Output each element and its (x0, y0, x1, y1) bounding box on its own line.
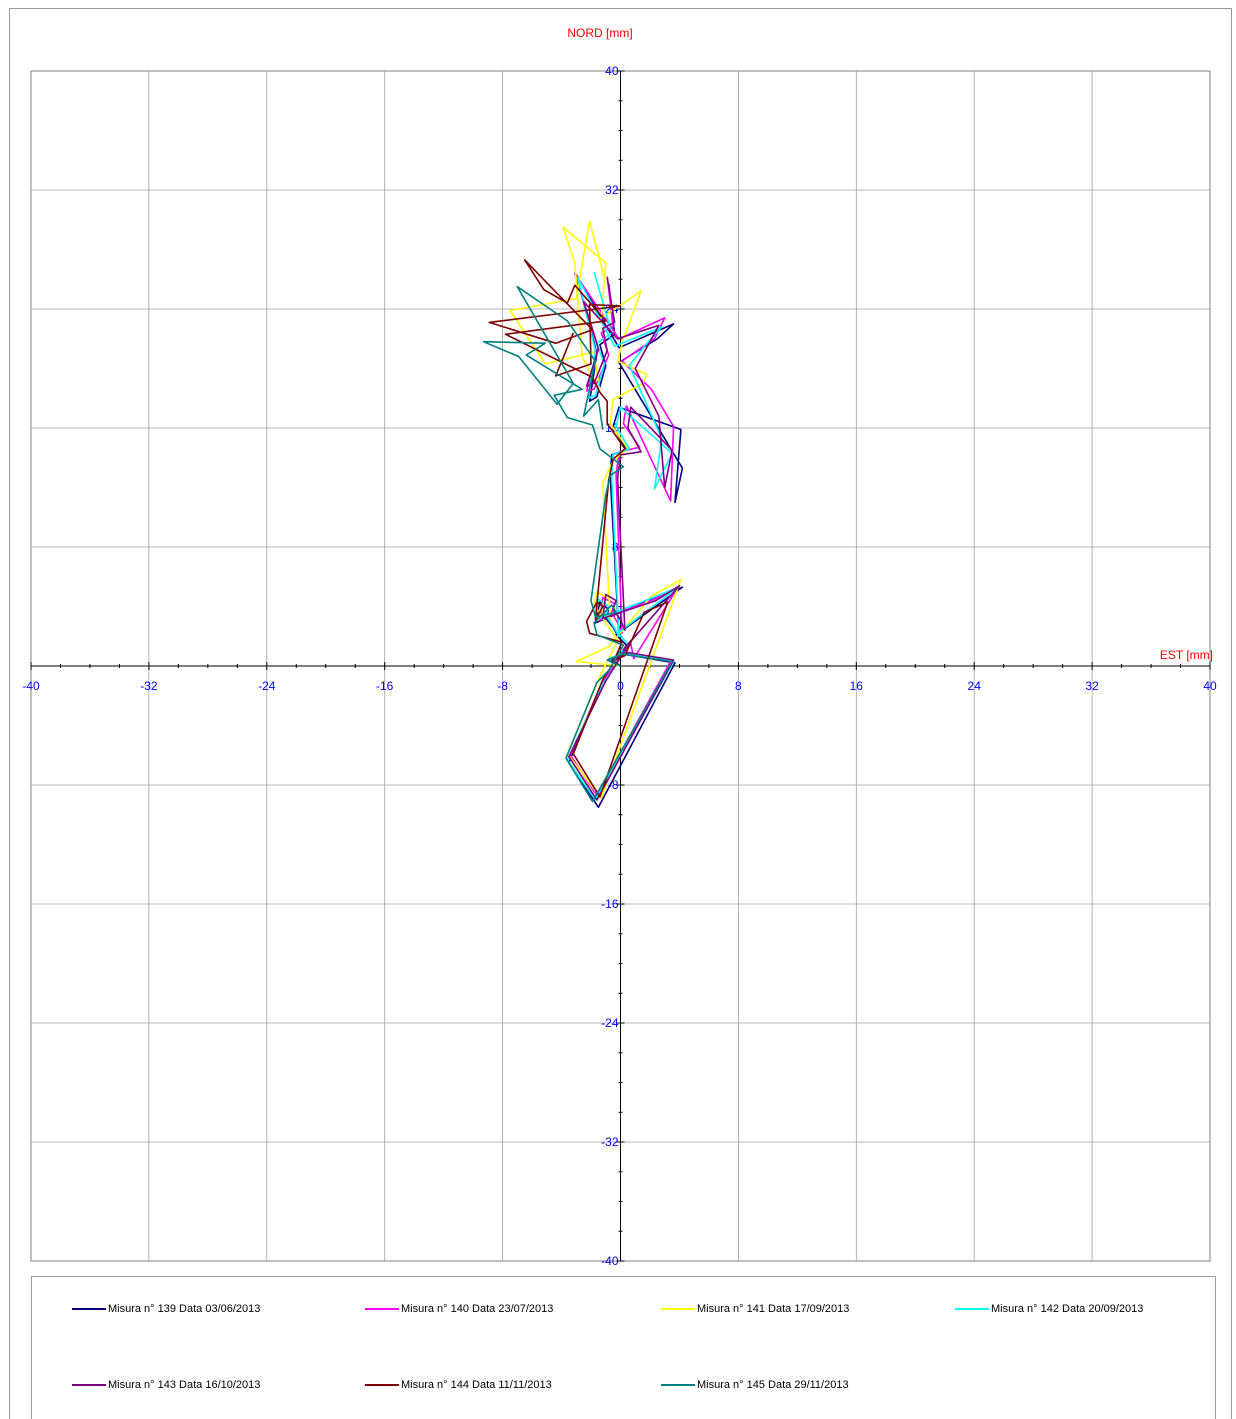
y-tick-label: -40 (601, 1254, 619, 1268)
x-tick-label: 0 (617, 679, 624, 693)
y-tick-label: -16 (601, 897, 619, 911)
legend-label: Misura n° 141 Data 17/09/2013 (697, 1303, 850, 1315)
y-axis-title: NORD [mm] (567, 26, 632, 40)
y-tick-label: -32 (601, 1135, 619, 1149)
x-tick-label: -8 (497, 679, 508, 693)
x-tick-label: 40 (1203, 679, 1217, 693)
legend-swatch (72, 1308, 106, 1310)
chart-frame (9, 8, 1232, 1419)
legend-label: Misura n° 142 Data 20/09/2013 (991, 1303, 1144, 1315)
x-tick-label: 32 (1085, 679, 1099, 693)
legend-label: Misura n° 145 Data 29/11/2013 (697, 1379, 849, 1391)
x-tick-label: -32 (140, 679, 158, 693)
legend-label: Misura n° 143 Data 16/10/2013 (108, 1379, 261, 1391)
legend-swatch (955, 1308, 989, 1310)
y-tick-label: -24 (601, 1016, 619, 1030)
legend-item: Misura n° 140 Data 23/07/2013 (365, 1303, 553, 1315)
y-tick-label: -8 (608, 778, 619, 792)
series-line-6 (488, 259, 669, 798)
x-tick-label: 24 (968, 679, 982, 693)
legend-item: Misura n° 139 Data 03/06/2013 (72, 1303, 260, 1315)
legend-swatch (365, 1384, 399, 1386)
y-tick-label: 32 (605, 183, 619, 197)
legend-item: Misura n° 145 Data 29/11/2013 (661, 1379, 849, 1391)
legend: Misura n° 139 Data 03/06/2013 Misura n° 1… (31, 1276, 1216, 1419)
legend-item: Misura n° 144 Data 11/11/2013 (365, 1379, 552, 1391)
series-lines (482, 220, 684, 809)
y-tick-label: 40 (605, 64, 619, 78)
legend-swatch (661, 1384, 695, 1386)
legend-item: Misura n° 143 Data 16/10/2013 (72, 1379, 260, 1391)
series-line-7 (482, 285, 673, 803)
legend-label: Misura n° 140 Data 23/07/2013 (401, 1303, 554, 1315)
x-tick-label: 8 (735, 679, 742, 693)
x-tick-label: -24 (258, 679, 276, 693)
legend-item: Misura n° 141 Data 17/09/2013 (661, 1303, 849, 1315)
legend-swatch (365, 1308, 399, 1310)
x-axis-title: EST [mm] (1160, 648, 1213, 662)
x-tick-label: -40 (22, 679, 40, 693)
legend-label: Misura n° 144 Data 11/11/2013 (401, 1379, 552, 1391)
legend-swatch (661, 1308, 695, 1310)
series-line-5 (568, 277, 681, 801)
legend-swatch (72, 1384, 106, 1386)
x-tick-label: 16 (850, 679, 864, 693)
legend-item: Misura n° 142 Data 20/09/2013 (955, 1303, 1143, 1315)
legend-label: Misura n° 139 Data 03/06/2013 (108, 1303, 261, 1315)
x-tick-label: -16 (376, 679, 394, 693)
